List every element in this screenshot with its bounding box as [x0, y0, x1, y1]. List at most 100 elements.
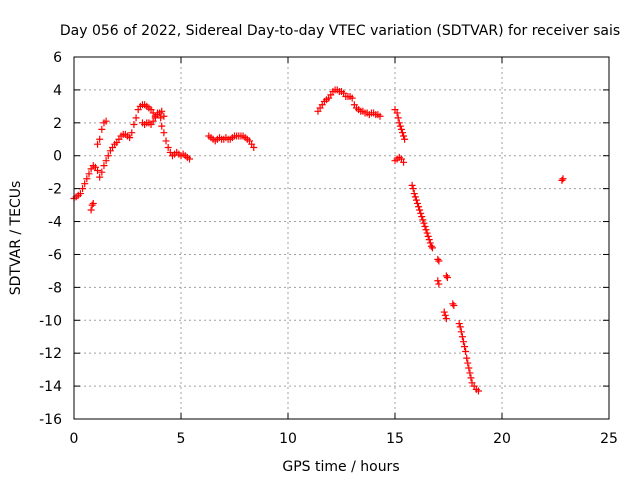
data-point: [424, 232, 432, 240]
data-point: [464, 359, 472, 367]
data-point: [423, 229, 431, 237]
data-point: [79, 185, 87, 193]
data-point: [422, 226, 430, 234]
data-point: [89, 199, 97, 207]
y-tick-label: -4: [48, 215, 62, 231]
data-point: [426, 239, 434, 247]
data-point: [458, 333, 466, 341]
y-tick-label: 2: [53, 116, 62, 132]
data-point: [100, 162, 108, 170]
data-point: [420, 219, 428, 227]
data-point: [441, 311, 449, 319]
data-point: [466, 369, 474, 377]
data-point: [459, 338, 467, 346]
data-point: [398, 129, 406, 137]
data-point: [456, 323, 464, 331]
x-tick-label: 20: [493, 431, 511, 447]
data-point: [96, 173, 104, 181]
data-point: [442, 272, 450, 280]
data-point: [396, 122, 404, 130]
data-point: [130, 120, 138, 128]
data-point: [98, 168, 106, 176]
data-point: [440, 308, 448, 316]
data-point: [450, 301, 458, 309]
data-point: [81, 180, 89, 188]
y-tick-label: 0: [53, 149, 62, 165]
data-point: [421, 222, 429, 230]
data-point: [434, 277, 442, 285]
data-point: [435, 257, 443, 265]
data-point: [425, 236, 433, 244]
data-point: [461, 343, 469, 351]
y-tick-label: -16: [39, 412, 62, 428]
data-point: [415, 203, 423, 211]
data-point: [457, 328, 465, 336]
data-point: [411, 193, 419, 201]
data-point: [164, 144, 172, 151]
data-point: [410, 190, 418, 198]
data-point: [158, 122, 166, 130]
data-point: [449, 300, 457, 308]
data-point: [162, 137, 170, 145]
x-tick-label: 0: [70, 431, 79, 447]
y-tick-label: -8: [48, 280, 62, 296]
data-point: [397, 125, 405, 133]
data-point: [428, 244, 436, 252]
data-point: [250, 144, 258, 151]
data-point: [102, 157, 110, 165]
data-point: [96, 135, 104, 143]
data-point: [462, 348, 470, 356]
data-point: [442, 315, 450, 323]
data-point: [132, 114, 140, 122]
y-tick-label: 6: [53, 50, 62, 66]
plot-frame: [73, 56, 610, 420]
data-point: [85, 170, 93, 178]
data-point: [413, 199, 421, 207]
y-tick-label: -10: [39, 313, 62, 329]
grid-layer: [74, 57, 609, 419]
data-point: [427, 242, 435, 250]
data-point: [435, 280, 443, 288]
x-tick-label: 15: [386, 431, 404, 447]
data-point: [465, 364, 473, 372]
data-point: [76, 190, 84, 198]
data-point: [160, 112, 168, 120]
data-point: [418, 213, 426, 221]
y-tick-label: -14: [39, 379, 62, 395]
data-point: [98, 125, 106, 133]
data-point: [186, 155, 194, 163]
y-axis-label: SDTVAR / TECUs: [8, 181, 24, 296]
y-tick-label: -2: [48, 182, 62, 198]
x-axis-label: GPS time / hours: [282, 459, 399, 475]
x-tick-label: 5: [177, 431, 186, 447]
data-point: [463, 354, 471, 362]
ticks-layer: 0 5 10 15 20 25 -16 -14 -12 -10 -8 -6 -4 -2 0 2 4 6: [39, 50, 618, 447]
data-point: [83, 175, 91, 183]
data-point: [434, 255, 442, 263]
y-tick-label: -6: [48, 247, 62, 263]
data-point: [394, 114, 402, 122]
data-point: [160, 129, 168, 137]
data-point: [412, 196, 420, 204]
x-tick-label: 25: [600, 431, 618, 447]
data-point: [88, 201, 96, 209]
data-point: [376, 112, 384, 120]
data-point: [467, 374, 475, 382]
data-point: [455, 320, 463, 328]
data-point: [151, 114, 159, 122]
chart-title: Day 056 of 2022, Sidereal Day-to-day VTE…: [60, 23, 620, 39]
data-point: [104, 152, 112, 160]
y-tick-label: 4: [53, 83, 62, 99]
data-point: [408, 181, 416, 189]
data-point: [158, 107, 166, 115]
data-point: [94, 140, 102, 148]
data-point: [128, 129, 136, 137]
data-point: [348, 94, 356, 102]
data-point: [400, 132, 408, 140]
points-layer: [70, 86, 567, 395]
data-point: [443, 273, 451, 281]
data-point: [417, 209, 425, 217]
data-point: [558, 176, 566, 184]
